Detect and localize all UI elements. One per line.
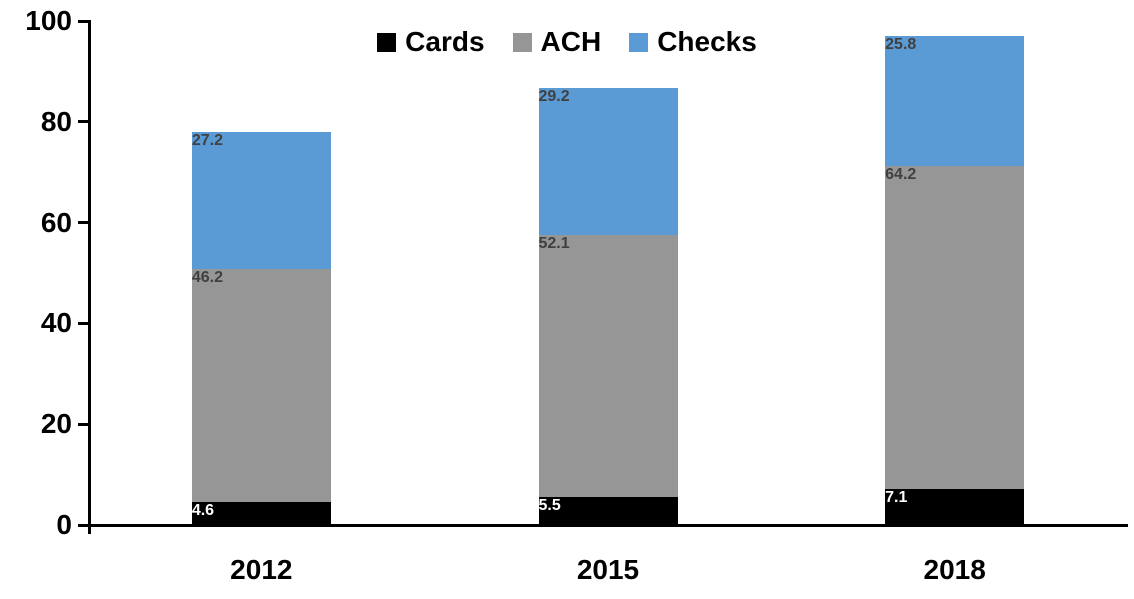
legend-item-checks: Checks [629,28,757,56]
y-tick-label: 40 [40,307,72,339]
bar-segment-checks-2018: 25.8 [885,35,1025,166]
legend-item-cards: Cards [377,26,485,57]
y-tick-mark [78,422,91,426]
y-tick-label: 60 [40,206,72,238]
data-label-ach-2012: 46.2 [191,268,223,286]
y-tick-label: 100 [25,5,72,36]
data-label-cards-2015: 5.5 [538,497,561,515]
legend-swatch-ach-icon [512,32,532,52]
bar-segment-ach-2012: 46.2 [191,268,331,502]
y-axis-line [88,21,91,534]
data-label-cards-2018: 7.1 [885,489,908,507]
legend-label: Cards [405,26,485,57]
legend-label: Checks [657,26,757,57]
bar-segment-cards-2012: 4.6 [191,501,331,525]
bar-segment-ach-2015: 52.1 [538,234,678,498]
y-tick-mark [78,523,91,527]
x-axis-line [88,524,1128,527]
legend: Cards ACH Checks [0,28,1134,56]
data-label-ach-2018: 64.2 [885,165,917,183]
bar-segment-cards-2018: 7.1 [885,489,1025,525]
legend-item-ach: ACH [512,26,602,57]
data-label-checks-2018: 25.8 [885,35,917,53]
y-tick-label: 0 [56,509,72,540]
bar-segment-ach-2018: 64.2 [885,165,1025,490]
y-tick-mark [78,321,91,325]
bar-segment-checks-2015: 29.2 [538,87,678,235]
bar-segment-checks-2012: 27.2 [191,131,331,269]
y-tick-label: 20 [40,408,72,440]
y-tick-mark [78,19,91,23]
data-label-ach-2015: 52.1 [538,234,570,252]
bar-segment-cards-2015: 5.5 [538,497,678,525]
legend-label: ACH [540,26,602,57]
y-tick-mark [78,120,91,124]
x-axis-label-2015: 2015 [576,554,640,585]
y-tick-mark [78,221,91,225]
data-label-cards-2012: 4.6 [191,501,215,519]
x-axis-label-2012: 2012 [230,554,293,585]
y-tick-label: 80 [40,105,72,137]
x-axis-label-2018: 2018 [923,554,986,585]
legend-swatch-cards-icon [377,32,397,52]
data-label-checks-2015: 29.2 [538,87,570,105]
legend-swatch-checks-icon [629,32,649,52]
data-label-checks-2012: 27.2 [191,131,223,149]
